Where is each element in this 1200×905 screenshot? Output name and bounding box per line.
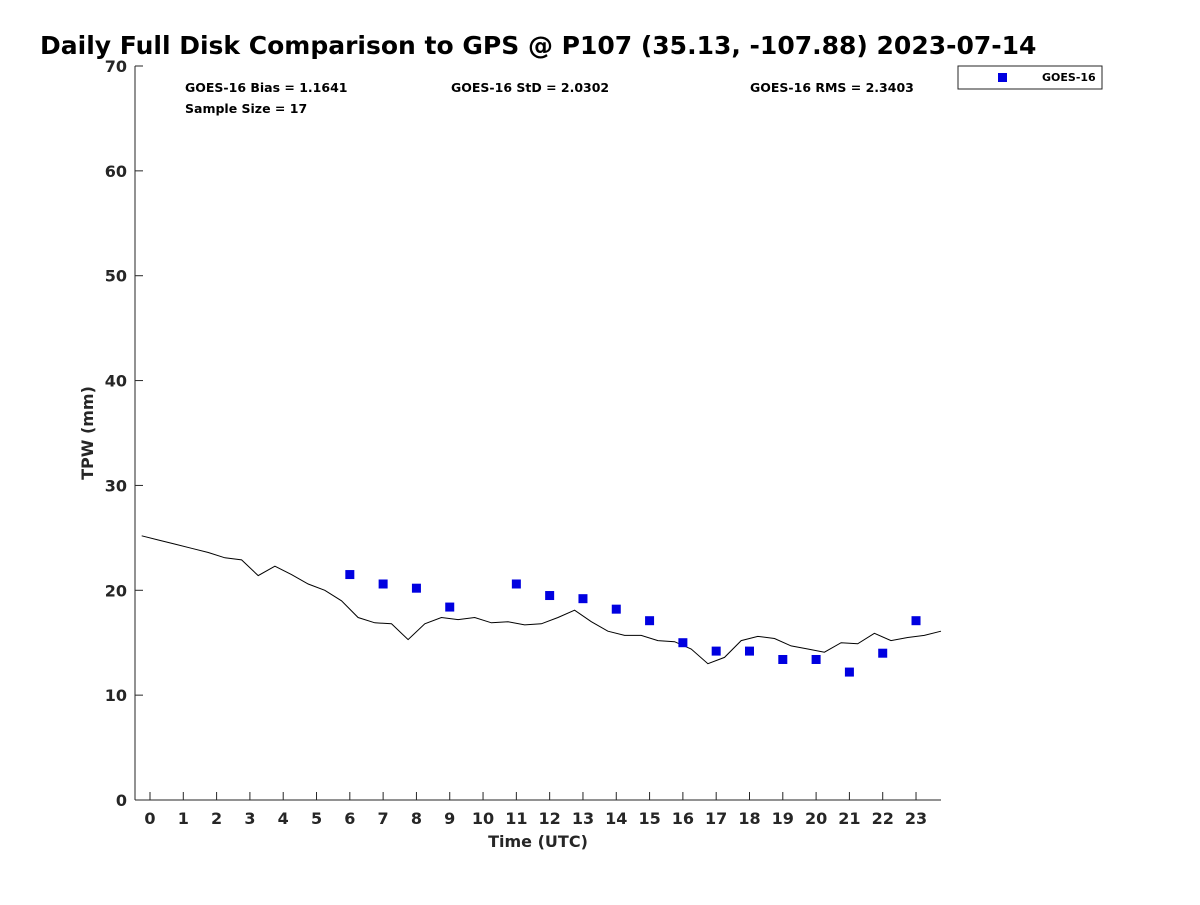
goes16-data-point xyxy=(811,654,821,664)
y-tick-label: 30 xyxy=(105,476,127,495)
x-tick-label: 16 xyxy=(672,809,694,828)
x-tick-label: 13 xyxy=(572,809,594,828)
goes16-data-point xyxy=(878,648,888,658)
goes16-data-point xyxy=(844,667,854,677)
y-tick-label: 50 xyxy=(105,267,127,286)
goes16-data-point xyxy=(511,579,521,589)
chart-title: Daily Full Disk Comparison to GPS @ P107… xyxy=(40,31,1036,60)
legend-marker-square-icon xyxy=(998,73,1007,82)
x-tick-label: 10 xyxy=(472,809,494,828)
x-tick-label: 17 xyxy=(705,809,727,828)
x-tick-label: 15 xyxy=(638,809,660,828)
y-tick-label: 0 xyxy=(116,791,127,810)
y-tick-label: 20 xyxy=(105,581,127,600)
tick-group: 0 1 2 3 4 5 6 7 8 9 10 11 12 13 14 15 16 17 18 19 20 21 22 2301… xyxy=(105,57,927,828)
goes16-data-point xyxy=(645,616,655,626)
rms-annotation: GOES-16 RMS = 2.3403 xyxy=(750,80,914,95)
y-axis-label: TPW (mm) xyxy=(78,386,97,480)
bias-annotation: GOES-16 Bias = 1.1641 xyxy=(185,80,347,95)
goes16-data-point xyxy=(711,646,721,656)
y-tick-label: 10 xyxy=(105,686,127,705)
y-tick-label: 40 xyxy=(105,372,127,391)
x-tick-label: 9 xyxy=(444,809,455,828)
legend-label-goes16: GOES-16 xyxy=(1042,71,1096,84)
x-tick-label: 3 xyxy=(244,809,255,828)
goes16-data-point xyxy=(678,638,688,648)
x-tick-label: 22 xyxy=(872,809,894,828)
x-tick-label: 11 xyxy=(505,809,527,828)
goes16-data-point xyxy=(545,591,555,601)
goes16-data-point xyxy=(378,579,388,589)
legend: GOES-16 xyxy=(957,65,1103,90)
x-tick-label: 18 xyxy=(738,809,760,828)
x-tick-label: 5 xyxy=(311,809,322,828)
goes16-data-point xyxy=(445,602,455,612)
goes16-data-point xyxy=(911,616,921,626)
x-tick-label: 6 xyxy=(344,809,355,828)
x-tick-label: 23 xyxy=(905,809,927,828)
y-tick-label: 70 xyxy=(105,57,127,76)
axes xyxy=(134,66,941,801)
x-tick-label: 0 xyxy=(144,809,155,828)
x-tick-label: 12 xyxy=(539,809,561,828)
goes16-data-point xyxy=(578,594,588,604)
x-tick-label: 1 xyxy=(178,809,189,828)
goes16-marker-group xyxy=(345,570,921,677)
goes16-data-point xyxy=(345,570,355,580)
x-axis-label: Time (UTC) xyxy=(488,832,588,851)
sample-size-annotation: Sample Size = 17 xyxy=(185,101,307,116)
goes16-data-point xyxy=(778,654,788,664)
std-annotation: GOES-16 StD = 2.0302 xyxy=(451,80,609,95)
x-tick-label: 4 xyxy=(278,809,289,828)
gps-tpw-line xyxy=(141,535,942,665)
y-tick-label: 60 xyxy=(105,162,127,181)
goes16-data-point xyxy=(744,646,754,656)
gps-line-group xyxy=(141,535,942,665)
x-tick-label: 8 xyxy=(411,809,422,828)
goes16-data-point xyxy=(611,604,621,614)
goes16-data-point xyxy=(411,583,421,593)
x-tick-label: 7 xyxy=(378,809,389,828)
legend-box xyxy=(957,65,1103,90)
x-tick-label: 20 xyxy=(805,809,827,828)
x-tick-label: 19 xyxy=(772,809,794,828)
x-tick-label: 14 xyxy=(605,809,627,828)
x-tick-label: 21 xyxy=(838,809,860,828)
x-tick-label: 2 xyxy=(211,809,222,828)
